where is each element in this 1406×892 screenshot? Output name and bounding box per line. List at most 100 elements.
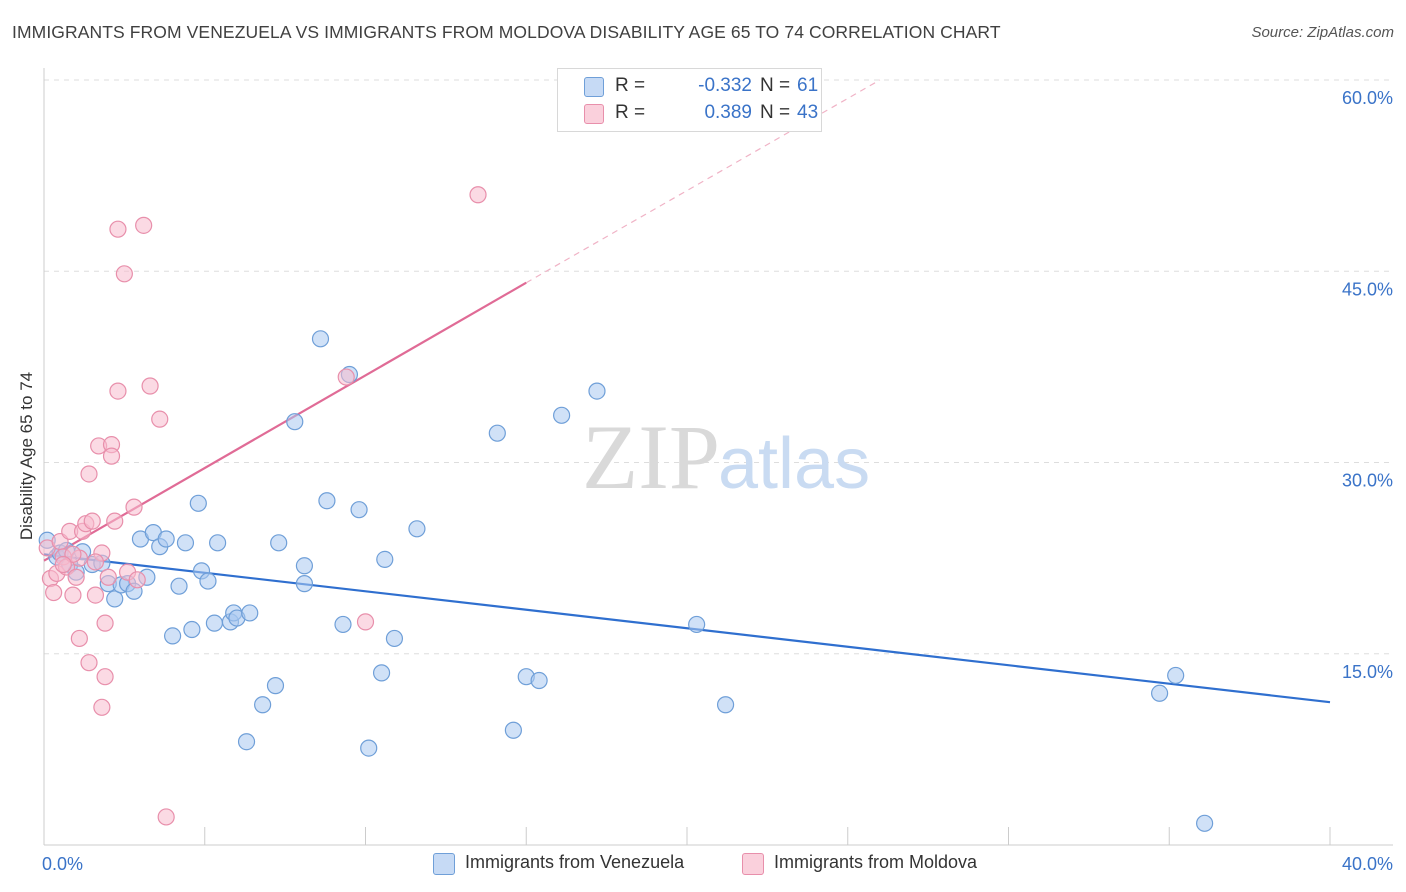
moldova-point: [337, 368, 355, 386]
axes: [43, 68, 1393, 846]
source-label: Source: ZipAtlas.com: [1251, 24, 1394, 41]
moldova-point: [99, 568, 117, 586]
moldova-point: [102, 447, 121, 465]
venezuela-point: [334, 615, 352, 634]
venezuela-point: [350, 501, 368, 519]
venezuela-point: [176, 534, 195, 552]
venezuela-point: [504, 721, 522, 739]
moldova-point: [135, 216, 153, 234]
moldova-point: [115, 265, 133, 283]
n-label: N =: [760, 75, 791, 96]
moldova-point: [45, 583, 63, 602]
venezuela-legend-swatch: [433, 853, 455, 875]
venezuela-point: [385, 629, 404, 648]
moldova-point: [469, 186, 487, 204]
venezuela-point: [164, 627, 182, 645]
moldova-point: [96, 668, 114, 686]
moldova-swatch: [584, 104, 604, 124]
gridlines: [44, 79, 1393, 655]
venezuela-point: [266, 677, 285, 695]
venezuela-point: [189, 494, 207, 512]
y-tick-label: 60.0%: [1342, 88, 1393, 108]
y-tick-label: 45.0%: [1342, 279, 1393, 299]
r-value-moldova: 0.389: [704, 102, 752, 123]
moldova-point: [356, 613, 375, 631]
y-tick-label: 30.0%: [1342, 471, 1393, 491]
moldova-point: [125, 498, 143, 516]
watermark-atlas: atlas: [718, 424, 870, 504]
moldova-point: [96, 614, 114, 632]
moldova-point: [54, 555, 72, 574]
n-value-moldova: 43: [797, 102, 819, 123]
venezuela-point: [270, 534, 288, 552]
moldova-point: [64, 586, 82, 604]
venezuela-point: [716, 696, 735, 714]
legend-label-venezuela: Immigrants from Venezuela: [465, 852, 685, 872]
venezuela-point: [209, 534, 227, 552]
moldova-point: [86, 553, 105, 571]
r-label: R =: [615, 75, 646, 96]
venezuela-point: [183, 620, 201, 639]
venezuela-point: [286, 413, 304, 431]
y-tick-label: 15.0%: [1342, 662, 1393, 682]
x-tick-label: 40.0%: [1342, 854, 1393, 874]
venezuela-point: [688, 615, 706, 634]
venezuela-point: [588, 382, 606, 400]
venezuela-point: [318, 492, 336, 510]
venezuela-point: [295, 557, 314, 575]
moldova-point: [80, 465, 98, 483]
moldova-point: [128, 571, 146, 589]
moldova-point: [86, 586, 105, 604]
venezuela-point: [1167, 666, 1185, 685]
moldova-point: [80, 654, 98, 672]
r-value-venezuela: -0.332: [698, 75, 752, 96]
venezuela-swatch: [584, 77, 604, 97]
venezuela-point: [199, 572, 217, 590]
venezuela-trend-line: [43, 553, 1331, 704]
moldova-point: [109, 382, 127, 400]
correlation-legend: R = -0.332 N = 61 R = 0.389 N = 43: [557, 68, 822, 132]
legend-label-moldova: Immigrants from Moldova: [774, 852, 978, 872]
moldova-point: [109, 220, 127, 238]
venezuela-point: [488, 424, 506, 442]
venezuela-point: [170, 577, 188, 595]
moldova-point: [83, 512, 101, 530]
chart-title: IMMIGRANTS FROM VENEZUELA VS IMMIGRANTS …: [12, 22, 1001, 42]
moldova-point: [70, 629, 88, 648]
venezuela-point: [1196, 814, 1214, 832]
venezuela-point: [106, 590, 124, 608]
r-label: R =: [615, 102, 646, 123]
venezuela-point: [553, 406, 571, 424]
moldova-point: [151, 410, 169, 428]
x-tick-label: 0.0%: [42, 854, 83, 874]
venezuela-point: [254, 696, 272, 714]
tick-labels: 15.0% 30.0% 45.0% 60.0% 0.0% 40.0%: [42, 88, 1393, 874]
n-value-venezuela: 61: [797, 75, 819, 96]
venezuela-point: [241, 604, 259, 622]
venezuela-point: [1151, 684, 1169, 702]
data-points: [38, 186, 1214, 832]
venezuela-point: [360, 739, 378, 757]
venezuela-point: [295, 575, 314, 593]
venezuela-point: [376, 550, 394, 569]
venezuela-point: [205, 614, 223, 632]
moldova-trend-line: [43, 281, 527, 562]
y-axis-label: Disability Age 65 to 74: [17, 372, 36, 540]
watermark-zip: ZIP: [582, 406, 720, 508]
venezuela-point: [530, 671, 548, 690]
moldova-trend-extension: [525, 79, 881, 284]
venezuela-point: [372, 664, 391, 682]
venezuela-point: [408, 520, 426, 538]
moldova-point: [67, 568, 85, 586]
venezuela-point: [237, 733, 256, 751]
venezuela-point: [157, 530, 175, 548]
venezuela-point: [311, 330, 330, 348]
moldova-point: [157, 808, 175, 826]
moldova-point: [93, 698, 111, 716]
n-label: N =: [760, 102, 791, 123]
moldova-point: [106, 512, 124, 530]
moldova-legend-swatch: [742, 853, 764, 875]
moldova-point: [141, 377, 159, 395]
trend-lines: [43, 79, 1331, 704]
